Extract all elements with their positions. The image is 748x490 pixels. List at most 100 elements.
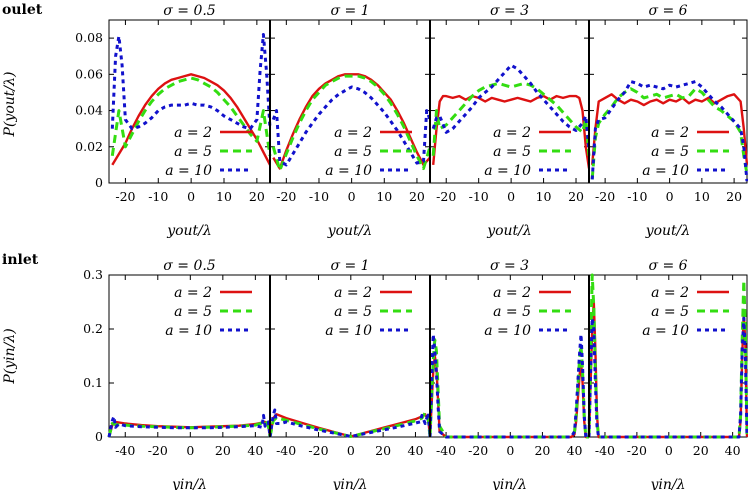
- x-tick-label: 10: [694, 189, 710, 204]
- series-line-a2: [272, 73, 431, 170]
- x-tick-label: -20: [436, 189, 456, 204]
- legend-label: a = 5: [334, 144, 372, 160]
- y-tick-label: 0.02: [75, 139, 103, 154]
- x-tick-label: 0: [665, 443, 673, 458]
- y-tick-label: 0.04: [75, 103, 103, 118]
- row-label-outlet: oulet: [2, 2, 43, 18]
- x-tick-label: -20: [468, 443, 488, 458]
- x-tick-label: 20: [693, 443, 709, 458]
- x-axis-title: yout/λ: [645, 223, 691, 239]
- panel-oulet-2: σ = 1 -20 -10 0 10 20 yout/λ a = 2 a = 5 a = 10: [269, 3, 432, 239]
- series-line-a10: [268, 408, 432, 438]
- legend-label: a = 10: [484, 323, 531, 339]
- legend-label: a = 2: [174, 285, 212, 301]
- panel-oulet-3: σ = 3 -20 -10 0 10 20 yout/λ a = 2 a = 5 a = 10: [429, 3, 591, 239]
- legend-label: a = 10: [165, 323, 212, 339]
- x-tick-label: -40: [436, 443, 456, 458]
- x-tick-label: 40: [408, 443, 424, 458]
- x-tick-label: -20: [627, 443, 647, 458]
- series-line-a2: [432, 94, 591, 169]
- legend-label: a = 5: [174, 144, 212, 160]
- panels: σ = 0.5 -20 -10 0 10 20 0 0.02 0.04 0.06 0.08 yout/…: [75, 3, 748, 490]
- x-tick-label: -10: [469, 189, 489, 204]
- x-tick-label: -20: [276, 189, 296, 204]
- legend-label: a = 2: [174, 125, 212, 141]
- x-tick-label: 20: [409, 189, 425, 204]
- x-tick-label: -20: [595, 189, 615, 204]
- x-tick-label: -20: [308, 443, 328, 458]
- y-tick-label: 0.2: [83, 321, 103, 336]
- x-tick-label: 0: [507, 189, 515, 204]
- series-line-a5: [271, 74, 432, 172]
- series-line-a2: [107, 420, 272, 438]
- series-line-a10: [590, 80, 748, 182]
- series-line-a5: [268, 411, 432, 438]
- series-line-a2: [111, 73, 272, 166]
- legend-label: a = 5: [651, 304, 689, 320]
- x-tick-label: 40: [725, 443, 741, 458]
- x-tick-label: -10: [148, 189, 168, 204]
- x-tick-label: -20: [148, 443, 168, 458]
- x-tick-label: 10: [376, 189, 392, 204]
- x-tick-label: 10: [536, 189, 552, 204]
- x-tick-label: 40: [247, 443, 263, 458]
- panel-title: σ = 3: [490, 3, 529, 19]
- x-tick-label: 0: [186, 443, 194, 458]
- x-axis-title: yin/λ: [491, 477, 527, 490]
- x-axis-title: yin/λ: [650, 477, 686, 490]
- panel-title: σ = 3: [490, 258, 529, 274]
- y-tick-label: 0: [95, 429, 103, 444]
- legend-label: a = 5: [174, 304, 212, 320]
- row-labels: oulet inlet: [2, 2, 43, 268]
- legend-label: a = 10: [642, 163, 689, 179]
- x-tick-label: -40: [276, 443, 296, 458]
- legend-label: a = 10: [325, 323, 372, 339]
- row-label-inlet: inlet: [2, 252, 39, 268]
- legend-label: a = 5: [493, 304, 531, 320]
- series-line-a10: [431, 63, 591, 151]
- legend-label: a = 2: [493, 125, 531, 141]
- x-tick-label: -40: [595, 443, 615, 458]
- panel-title: σ = 1: [330, 3, 369, 19]
- x-tick-label: 0: [347, 443, 355, 458]
- legend-label: a = 2: [493, 285, 531, 301]
- legend-label: a = 5: [493, 144, 531, 160]
- panel-title: σ = 0.5: [163, 3, 216, 19]
- panel-inlet-4: σ = 6 -40 -20 0 20 40 yin/λ a = 2 a = 5 a = 10: [587, 258, 748, 490]
- panel-oulet-4: σ = 6 -20 -10 0 10 20 yout/λ a = 2 a = 5 a = 10: [588, 3, 748, 239]
- panel-title: σ = 1: [330, 258, 369, 274]
- legend-label: a = 5: [334, 304, 372, 320]
- legend-label: a = 2: [334, 285, 372, 301]
- x-tick-label: 0: [666, 189, 674, 204]
- x-tick-label: 20: [249, 189, 265, 204]
- panel-oulet-1: σ = 0.5 -20 -10 0 10 20 0 0.02 0.04 0.06 0.08 yout/…: [75, 3, 272, 239]
- panel-inlet-3: σ = 3 -40 -20 0 20 40 yin/λ a = 2 a = 5 a = 10: [428, 258, 590, 490]
- x-tick-label: 20: [215, 443, 231, 458]
- series-line-a5: [431, 81, 591, 156]
- y-tick-label: 0.06: [75, 66, 103, 81]
- y-tick-label: 0.08: [75, 30, 103, 45]
- series-line-a10: [110, 33, 272, 131]
- x-tick-label: 0: [348, 189, 356, 204]
- x-tick-label: 20: [375, 443, 391, 458]
- legend-label: a = 5: [651, 144, 689, 160]
- x-tick-label: -20: [115, 189, 135, 204]
- panel-title: σ = 0.5: [163, 258, 216, 274]
- x-tick-label: 20: [568, 189, 584, 204]
- legend-label: a = 10: [642, 323, 689, 339]
- x-axis-title: yout/λ: [327, 223, 373, 239]
- outlet-y-axis-title: P(yout/λ): [2, 72, 18, 138]
- series-line-a2: [268, 413, 432, 438]
- legend-label: a = 2: [651, 285, 689, 301]
- legend-label: a = 2: [334, 125, 372, 141]
- series-line-a10: [587, 316, 748, 439]
- series-line-a5: [110, 76, 272, 157]
- x-tick-label: 0: [506, 443, 514, 458]
- series-line-a10: [271, 85, 432, 167]
- inlet-y-axis-title: P(yin/λ): [2, 328, 18, 384]
- series-line-a10: [107, 413, 272, 438]
- x-tick-label: 20: [726, 189, 742, 204]
- series-line-a10: [428, 332, 589, 439]
- panel-title: σ = 6: [648, 3, 687, 19]
